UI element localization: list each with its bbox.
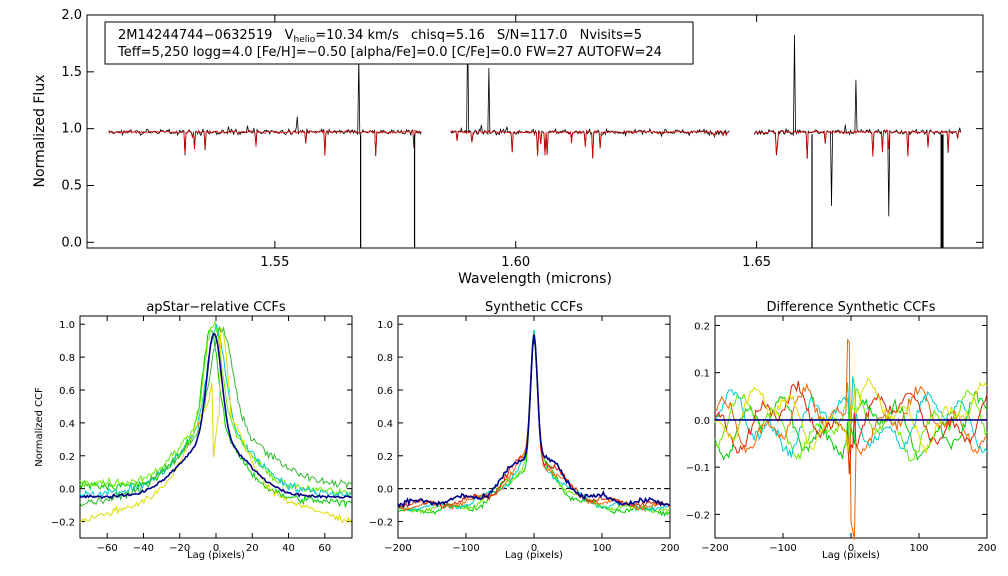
ccf1-title: apStar−relative CCFs (146, 300, 286, 315)
ccf3-xtick-label: 0 (848, 543, 854, 554)
ccf2-xtick-label: −200 (384, 543, 411, 554)
info-box (104, 21, 694, 65)
spec-ytick-label: 2.0 (61, 8, 82, 23)
ccf2-line-combined (397, 334, 671, 509)
spectrum-observed-line (753, 34, 962, 217)
ccf1-xtick-label: 60 (318, 543, 331, 554)
spectrum-plot-frame (86, 14, 984, 249)
ccf3-line-visit-3 (714, 376, 988, 458)
ccf2-x-label: Lag (pixels) (505, 550, 563, 561)
ccf1-x-label: Lag (pixels) (187, 550, 245, 561)
ccf2-ytick-label: −0.2 (369, 518, 393, 529)
ccf1-line-combined (79, 332, 352, 500)
spectrum-x-label: Wavelength (microns) (458, 271, 612, 287)
ccf3-ytick-label: −0.1 (686, 463, 710, 474)
ccf1-ytick-label: 0.4 (59, 419, 75, 430)
ccf2-ytick-label: 0.8 (377, 353, 393, 364)
ccf2-line-visit-5 (397, 337, 671, 509)
ccf3-xtick-label: 200 (977, 543, 996, 554)
spectrum-synthetic-line (753, 129, 962, 159)
ccf3-title: Difference Synthetic CCFs (766, 300, 935, 315)
ccf1-ticks: −60 −40 −20 0 20 40 60 −0.2 0.0 0.2 0.4 0.6 0.8 1.0 (51, 316, 352, 554)
ccf1-y-label: Normalized CCF (34, 387, 45, 467)
ccf1-line-visit-1 (79, 329, 352, 508)
ccf1-line-visit-2 (79, 320, 352, 497)
ccf3-ytick-label: 0.0 (694, 416, 710, 427)
spec-xtick-label: 1.55 (260, 255, 289, 270)
spec-ytick-label: 1.0 (61, 122, 82, 137)
ccf-panel-apstar: apStar−relative CCFs −60 −40 −20 0 20 40 60 −0.… (34, 300, 353, 561)
spec-ytick-label: 1.5 (61, 65, 82, 80)
chisq-value: chisq=5.16 (411, 28, 485, 43)
ccf1-line-visit-4 (79, 327, 352, 524)
spec-ytick-label: 0.0 (61, 235, 82, 250)
nvisits-value: Nvisits=5 (580, 28, 642, 43)
info-line-1: 2M14244744−0632519 Vhelio=10.34 km/s chi… (118, 28, 642, 45)
ccf3-ticks: −200 −100 0 100 200 −0.2 −0.1 0.0 0.1 0.2 (686, 316, 997, 554)
ccf1-line-visit-5 (79, 325, 352, 507)
ccf2-ytick-label: 0.4 (377, 419, 393, 430)
vhelio-subscript: helio (294, 35, 316, 45)
ccf3-line-visit-4 (714, 338, 988, 540)
spectrum-ticks: 1.55 1.60 1.65 0.0 0.5 1.0 1.5 2.0 (61, 8, 983, 270)
ccf3-line-visit-6 (714, 377, 988, 455)
ccf1-ytick-label: 0.8 (59, 353, 75, 364)
ccf1-line-visit-3 (79, 323, 352, 500)
ccf1-ytick-label: 0.2 (59, 452, 75, 463)
ccf2-title: Synthetic CCFs (485, 300, 583, 315)
spectrum-synthetic-line (450, 129, 730, 159)
ccf1-ytick-label: −0.2 (51, 518, 75, 529)
spec-ytick-label: 0.5 (61, 178, 82, 193)
spectrum-series (108, 25, 962, 248)
vhelio-prefix: V (285, 28, 294, 43)
ccf2-xtick-label: −100 (452, 543, 479, 554)
star-id: 2M14244744−0632519 (118, 28, 272, 43)
ccf1-xtick-label: −60 (97, 543, 118, 554)
ccf3-ytick-label: −0.2 (686, 510, 710, 521)
ccf-panel-difference: Difference Synthetic CCFs −200 −100 0 100 20… (686, 300, 997, 561)
spectrum-panel: 1.55 1.60 1.65 0.0 0.5 1.0 1.5 2.0 2M14244744−0… (32, 8, 984, 287)
ccf1-xtick-label: 20 (246, 543, 259, 554)
info-line-2: Teff=5,250 logg=4.0 [Fe/H]=−0.50 [alpha/… (117, 45, 662, 60)
ccf1-xtick-label: 0 (213, 543, 219, 554)
spec-xtick-label: 1.65 (742, 255, 771, 270)
vhelio-value: =10.34 km/s (315, 28, 399, 43)
ccf1-ytick-label: 0.6 (59, 386, 75, 397)
ccf3-xtick-label: −100 (769, 543, 796, 554)
ccf2-line-visit-4 (397, 333, 671, 512)
ccf3-line-visit-5 (714, 381, 988, 475)
ccf1-xtick-label: 40 (282, 543, 295, 554)
spec-xtick-label: 1.60 (501, 255, 530, 270)
ccf3-ytick-label: 0.1 (694, 369, 710, 380)
ccf3-x-label: Lag (pixels) (822, 550, 880, 561)
ccf2-series (397, 329, 671, 517)
ccf3-series (714, 338, 988, 540)
ccf1-xtick-label: −40 (133, 543, 154, 554)
ccf2-ytick-label: 0.2 (377, 452, 393, 463)
ccf1-ytick-label: 0.0 (59, 485, 75, 496)
ccf2-xtick-label: 0 (531, 543, 537, 554)
spectrum-observed-line (108, 58, 422, 156)
ccf2-xtick-label: 200 (660, 543, 679, 554)
spectrum-synthetic-line (108, 129, 422, 157)
ccf2-xtick-label: 100 (592, 543, 611, 554)
ccf1-ytick-label: 1.0 (59, 320, 75, 331)
ccf3-xtick-label: 100 (909, 543, 928, 554)
ccf2-ytick-label: 0.6 (377, 386, 393, 397)
ccf2-ytick-label: 1.0 (377, 320, 393, 331)
ccf-panel-synthetic: Synthetic CCFs −200 −100 0 100 200 −0.2 0.0 0.2… (369, 300, 680, 561)
ccf1-series (79, 320, 352, 524)
ccf2-ytick-label: 0.0 (377, 485, 393, 496)
spectrum-y-label: Normalized Flux (32, 75, 48, 188)
ccf2-line-visit-3 (398, 329, 671, 513)
ccf2-line-visit-2 (397, 329, 671, 515)
ccf2-ticks: −200 −100 0 100 200 −0.2 0.0 0.2 0.4 0.6 0.8 1.0 (369, 316, 680, 554)
ccf1-plot-frame (79, 315, 353, 539)
ccf3-ytick-label: 0.2 (694, 321, 710, 332)
ccf1-xtick-label: −20 (169, 543, 190, 554)
snr-value: S/N=117.0 (497, 28, 567, 43)
ccf3-xtick-label: −200 (701, 543, 728, 554)
